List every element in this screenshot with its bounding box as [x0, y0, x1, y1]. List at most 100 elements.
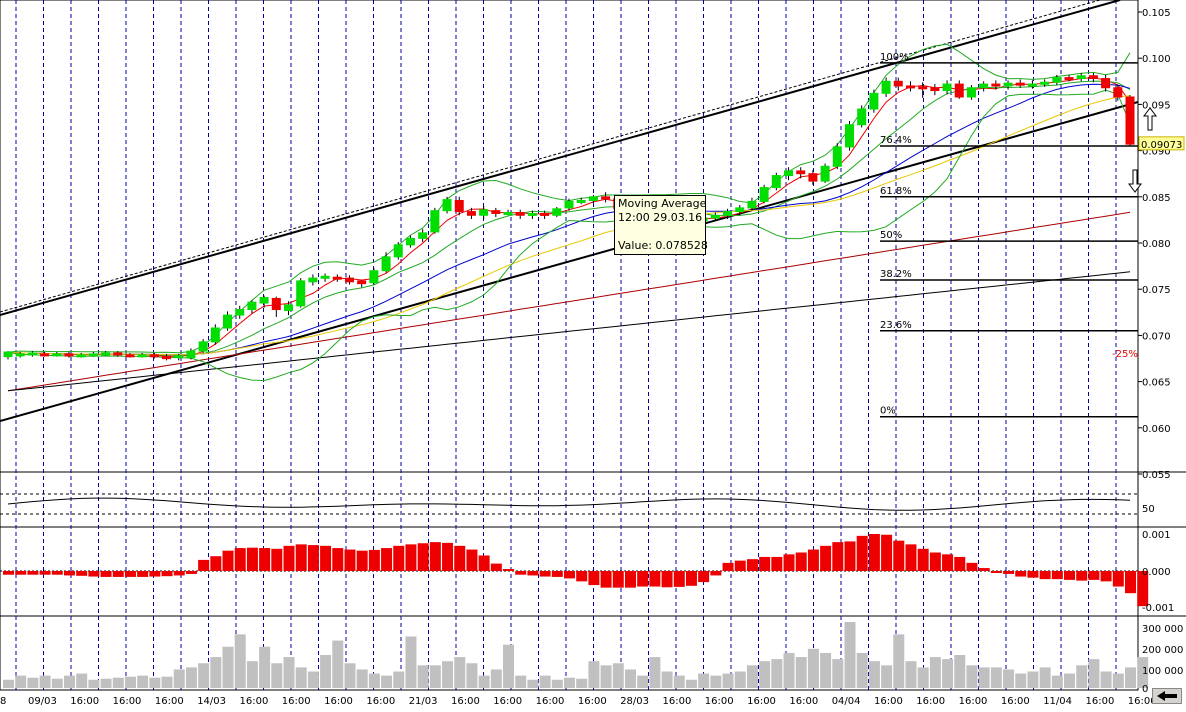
histogram-bar	[1088, 571, 1100, 580]
oscillator-tick-label: 50	[1142, 504, 1155, 515]
time-tick-label: 16:00	[155, 696, 184, 707]
histogram-bar	[405, 544, 417, 571]
down-arrow-icon	[1128, 169, 1142, 193]
candle-body	[552, 208, 562, 216]
histogram-bar	[917, 548, 929, 571]
volume-bar	[442, 661, 454, 688]
histogram-bar	[576, 571, 588, 582]
candle-body	[588, 196, 598, 201]
histogram-bar	[539, 571, 551, 577]
volume-tick-label: 0	[1142, 684, 1148, 695]
volume-bar	[844, 622, 856, 688]
volume-bar	[490, 669, 502, 688]
candle-body	[210, 327, 220, 343]
histogram-bar	[771, 556, 783, 571]
candle-body	[1113, 87, 1123, 98]
volume-bar	[76, 673, 88, 688]
volume-bar	[673, 675, 685, 688]
histogram-bar	[173, 571, 185, 576]
candle-body	[357, 280, 367, 285]
candle-body	[223, 314, 233, 329]
candle-body	[1064, 77, 1074, 81]
candle-body	[430, 210, 440, 233]
up-arrow-icon	[1143, 107, 1157, 131]
histogram-bar	[442, 542, 454, 571]
candle-body	[820, 165, 830, 182]
histogram-bar	[1112, 571, 1124, 587]
histogram-bar	[1015, 571, 1027, 577]
moving-average-tooltip: Moving Average 12:00 29.03.16 Value: 0.0…	[614, 195, 708, 255]
histogram-bar	[185, 571, 197, 574]
scroll-left-button[interactable]	[1152, 688, 1182, 704]
moving-average-line	[7, 211, 1131, 392]
volume-bar	[710, 675, 722, 688]
fib-level-label: 0%	[880, 406, 896, 417]
volume-bar	[381, 675, 393, 688]
candle-body	[966, 87, 976, 98]
candle-body	[893, 80, 903, 87]
time-tick-label: 16:00	[916, 696, 945, 707]
histogram-bar	[259, 548, 271, 571]
volume-tick-label: 200 000	[1142, 645, 1183, 656]
time-tick-label: 16:00	[789, 696, 818, 707]
histogram-bar	[63, 571, 75, 576]
volume-bar	[1015, 673, 1027, 688]
candle-body	[40, 353, 50, 357]
histogram-bar	[1137, 571, 1149, 607]
candle-body	[88, 353, 98, 357]
price-tick-label: 0.100	[1142, 54, 1171, 65]
candle-body	[1015, 82, 1025, 86]
candle-body	[235, 309, 245, 316]
fib-level-label: 61.8%	[880, 186, 912, 197]
histogram-bar	[1039, 571, 1051, 580]
histogram-bar	[893, 540, 905, 571]
time-tick-label: 8	[0, 696, 6, 707]
histogram-bar	[551, 571, 563, 577]
histogram-bar	[856, 535, 868, 571]
band-lower-line	[7, 89, 1131, 382]
histogram-bar	[429, 542, 441, 571]
candle-body	[905, 85, 915, 89]
volume-bar	[271, 663, 283, 688]
volume-bar	[51, 678, 63, 688]
volume-bar	[161, 676, 173, 688]
candle-body	[930, 87, 940, 92]
volume-bar	[771, 659, 783, 688]
histogram-bar	[234, 548, 246, 571]
histogram-bar	[149, 571, 161, 577]
candle-body	[515, 212, 525, 216]
volume-bar	[649, 657, 661, 688]
volume-bar	[198, 663, 210, 688]
volume-bar	[637, 675, 649, 688]
time-tick-label: 16:00	[663, 696, 692, 707]
volume-bar	[942, 659, 954, 688]
volume-bar	[698, 673, 710, 688]
histogram-tick-label: 0.000	[1142, 567, 1171, 578]
volume-bar	[234, 634, 246, 688]
volume-bar	[1076, 665, 1088, 688]
candle-body	[393, 244, 403, 258]
histogram-bar	[990, 571, 1002, 573]
time-tick-label: 16:00	[959, 696, 988, 707]
fib-level-label: 50%	[880, 230, 902, 241]
histogram-bar	[661, 571, 673, 588]
price-tick-label: 0.105	[1142, 8, 1171, 19]
volume-tick-label: 300 000	[1142, 624, 1183, 635]
volume-bar	[63, 675, 75, 688]
candle-body	[247, 301, 257, 311]
candle-body	[759, 187, 769, 202]
volume-bar	[661, 671, 673, 688]
candle-body	[259, 297, 269, 304]
histogram-bar	[820, 545, 832, 571]
volume-bar	[417, 665, 429, 688]
volume-bar	[564, 677, 575, 688]
histogram-bar	[1100, 571, 1112, 582]
histogram-bar	[588, 571, 600, 586]
histogram-bar	[929, 552, 941, 571]
histogram-bar	[527, 571, 539, 576]
histogram-bar	[1064, 571, 1076, 580]
volume-bar	[393, 671, 405, 688]
histogram-bar	[734, 560, 746, 571]
